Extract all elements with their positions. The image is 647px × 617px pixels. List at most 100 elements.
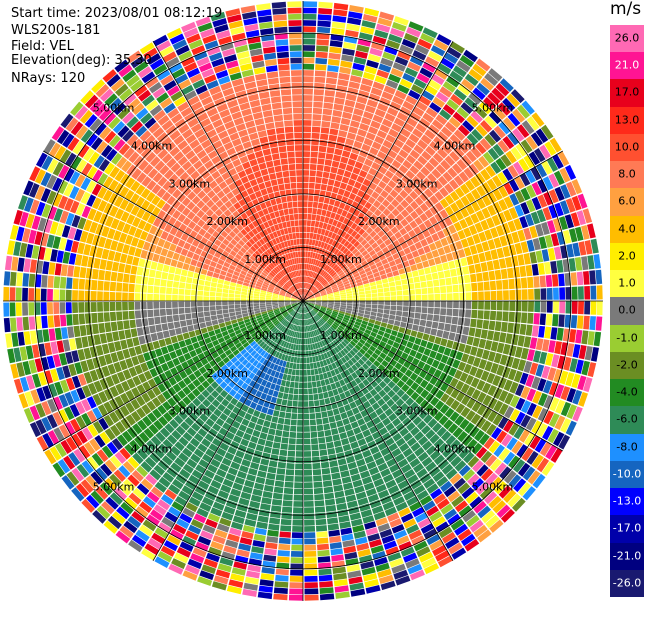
range-gate [270, 511, 281, 518]
range-gate [340, 182, 347, 189]
range-gate [10, 318, 17, 332]
range-gate [229, 290, 235, 294]
range-gate [179, 308, 185, 314]
range-gate [308, 388, 313, 394]
range-gate [324, 487, 334, 494]
range-gate [304, 426, 310, 432]
range-gate [320, 134, 329, 141]
range-gate [296, 364, 300, 370]
range-gate [397, 301, 403, 306]
range-gate [167, 315, 174, 322]
range-gate [11, 257, 18, 271]
range-gate [288, 394, 293, 400]
range-gate [550, 327, 557, 340]
range-gate [303, 214, 307, 220]
range-gate [327, 185, 334, 192]
range-gate [175, 268, 182, 275]
range-gate [259, 412, 266, 419]
range-gate [419, 275, 426, 282]
range-gate [299, 339, 301, 345]
range-gate [223, 313, 229, 318]
range-gate [298, 345, 301, 351]
range-gate [185, 302, 191, 308]
range-gate [336, 142, 345, 149]
range-gate [271, 397, 277, 404]
range-gate [152, 254, 159, 263]
range-gate [385, 301, 391, 305]
range-gate [114, 252, 122, 262]
range-gate [558, 274, 565, 287]
range-gate [501, 322, 508, 332]
range-gate [228, 301, 234, 305]
range-gate [86, 268, 93, 279]
range-gate [377, 309, 383, 313]
range-gate [332, 161, 340, 168]
range-gate [166, 302, 172, 309]
range-gate [197, 296, 203, 301]
range-gate [273, 410, 280, 417]
range-gate [475, 328, 482, 337]
range-gate [337, 79, 348, 86]
range-gate [411, 330, 418, 337]
range-gate [347, 298, 353, 300]
range-gate [328, 179, 335, 186]
range-gate [462, 327, 469, 336]
range-gate [263, 446, 271, 453]
range-gate [24, 259, 31, 273]
range-gate [297, 414, 303, 420]
range-gate [342, 112, 352, 120]
range-gate [318, 14, 332, 21]
range-gate [447, 293, 453, 300]
range-gate [412, 270, 419, 277]
range-gate [191, 336, 198, 343]
range-gate [279, 531, 291, 538]
range-gate [229, 309, 235, 313]
range-gate [446, 309, 452, 316]
range-gate [287, 457, 295, 463]
range-gate [446, 253, 454, 261]
range-gate [331, 428, 339, 435]
range-gate [495, 270, 502, 280]
range-gate [384, 292, 390, 296]
range-gate [327, 205, 333, 212]
range-gate [85, 302, 91, 312]
range-gate [569, 329, 576, 343]
range-gate [534, 301, 540, 312]
range-gate [303, 220, 307, 226]
range-gate [210, 287, 216, 292]
range-gate [207, 271, 214, 277]
range-gate [149, 269, 156, 277]
range-gate [200, 322, 207, 328]
range-gate [143, 326, 150, 334]
range-gate [314, 227, 318, 233]
range-gate [331, 473, 340, 480]
range-gate [111, 272, 118, 282]
range-gate [92, 324, 99, 335]
range-gate [303, 108, 312, 114]
range-gate [281, 513, 292, 520]
range-gate [314, 494, 324, 500]
range-gate [190, 259, 197, 266]
range-gate [315, 500, 325, 506]
range-gate [341, 54, 353, 62]
range-gate [205, 316, 211, 322]
range-gate [16, 273, 23, 287]
range-gate [93, 258, 100, 269]
range-gate [328, 141, 336, 148]
range-gate [487, 330, 494, 340]
range-gate [136, 276, 143, 285]
range-gate [303, 8, 317, 14]
range-gate [80, 325, 87, 336]
range-gate [329, 173, 336, 180]
range-gate [460, 257, 467, 266]
range-gate [312, 127, 321, 133]
range-gate [295, 470, 303, 476]
range-gate [310, 426, 317, 432]
range-gate [135, 293, 141, 301]
range-gate [303, 239, 306, 245]
range-gate [416, 332, 423, 339]
range-gate [317, 165, 324, 171]
range-gate [310, 158, 317, 164]
range-gate [78, 290, 84, 301]
range-gate [303, 358, 306, 364]
